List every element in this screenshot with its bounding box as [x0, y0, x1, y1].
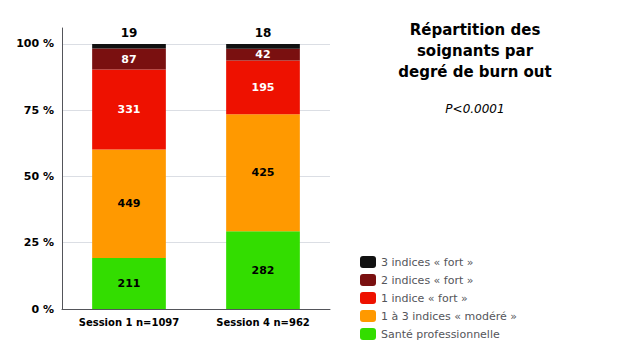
svg-text:1 indice « fort »: 1 indice « fort » [381, 292, 468, 305]
svg-text:42: 42 [255, 48, 270, 61]
svg-text:Session 4 n=962: Session 4 n=962 [216, 317, 310, 328]
svg-text:3 indices « fort »: 3 indices « fort » [381, 256, 474, 269]
svg-text:degré de burn out: degré de burn out [398, 63, 551, 81]
svg-text:2 indices « fort »: 2 indices « fort » [381, 274, 474, 287]
svg-text:195: 195 [252, 81, 275, 94]
svg-text:75 %: 75 % [24, 104, 54, 117]
svg-text:0 %: 0 % [31, 303, 54, 316]
svg-text:425: 425 [252, 166, 275, 179]
svg-text:87: 87 [121, 53, 136, 66]
svg-text:1 à 3 indices « modéré »: 1 à 3 indices « modéré » [381, 310, 517, 323]
svg-text:282: 282 [252, 264, 275, 277]
svg-text:P<0.0001: P<0.0001 [445, 102, 504, 116]
svg-text:50 %: 50 % [24, 170, 54, 183]
svg-text:Répartition des: Répartition des [410, 21, 541, 39]
svg-text:25 %: 25 % [24, 236, 54, 249]
svg-text:331: 331 [118, 103, 141, 116]
svg-text:449: 449 [118, 197, 141, 210]
svg-text:Santé professionnelle: Santé professionnelle [381, 328, 500, 341]
svg-text:211: 211 [118, 277, 141, 290]
svg-text:100 %: 100 % [16, 37, 54, 50]
svg-text:18: 18 [255, 26, 272, 40]
svg-text:Session 1 n=1097: Session 1 n=1097 [79, 317, 180, 328]
svg-text:soignants par: soignants par [417, 42, 534, 60]
svg-text:19: 19 [121, 26, 138, 40]
